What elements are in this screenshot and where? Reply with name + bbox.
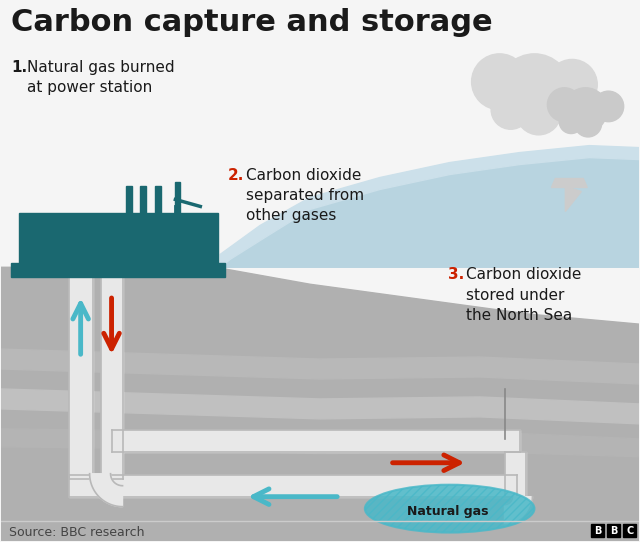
Polygon shape	[59, 231, 83, 272]
Text: C: C	[626, 526, 634, 535]
Polygon shape	[220, 146, 639, 267]
Bar	[504, 452, 527, 496]
Polygon shape	[1, 389, 639, 424]
Text: 1.: 1.	[11, 60, 27, 75]
Text: Natural gas: Natural gas	[407, 505, 488, 518]
Circle shape	[491, 90, 530, 129]
Circle shape	[547, 88, 581, 121]
Bar	[11, 263, 225, 278]
Text: 2.: 2.	[228, 167, 244, 183]
Polygon shape	[1, 267, 639, 540]
Bar	[175, 182, 180, 272]
Polygon shape	[504, 496, 532, 525]
Bar	[623, 524, 636, 537]
Bar	[111, 430, 520, 452]
Polygon shape	[1, 429, 639, 457]
Bar	[141, 186, 147, 272]
Polygon shape	[552, 178, 588, 188]
Polygon shape	[27, 231, 51, 272]
Polygon shape	[1, 349, 639, 384]
Bar	[68, 475, 518, 496]
Bar	[186, 243, 204, 272]
Circle shape	[472, 54, 527, 109]
Ellipse shape	[365, 485, 534, 533]
Circle shape	[498, 54, 571, 126]
Circle shape	[559, 110, 583, 133]
Bar	[19, 214, 218, 272]
Text: Source: BBC research: Source: BBC research	[9, 526, 145, 539]
Text: 3.: 3.	[447, 267, 464, 282]
Bar	[125, 186, 131, 272]
Circle shape	[547, 60, 597, 109]
Bar	[68, 267, 93, 479]
Circle shape	[516, 90, 561, 135]
Text: Carbon dioxide
separated from
other gases: Carbon dioxide separated from other gase…	[246, 167, 364, 223]
Text: Carbon dioxide
stored under
the North Sea: Carbon dioxide stored under the North Se…	[466, 267, 581, 323]
Bar	[591, 524, 604, 537]
Text: B: B	[610, 526, 618, 535]
Bar	[156, 186, 161, 272]
Polygon shape	[90, 474, 122, 507]
Circle shape	[563, 88, 607, 132]
Text: B: B	[594, 526, 602, 535]
Text: Natural gas burned
at power station: Natural gas burned at power station	[27, 60, 175, 95]
Text: Carbon capture and storage: Carbon capture and storage	[11, 8, 492, 37]
Polygon shape	[220, 158, 639, 267]
Circle shape	[593, 91, 624, 121]
Polygon shape	[91, 231, 115, 272]
Bar	[607, 524, 620, 537]
Polygon shape	[565, 186, 581, 211]
Bar	[100, 267, 122, 479]
Circle shape	[575, 110, 602, 137]
